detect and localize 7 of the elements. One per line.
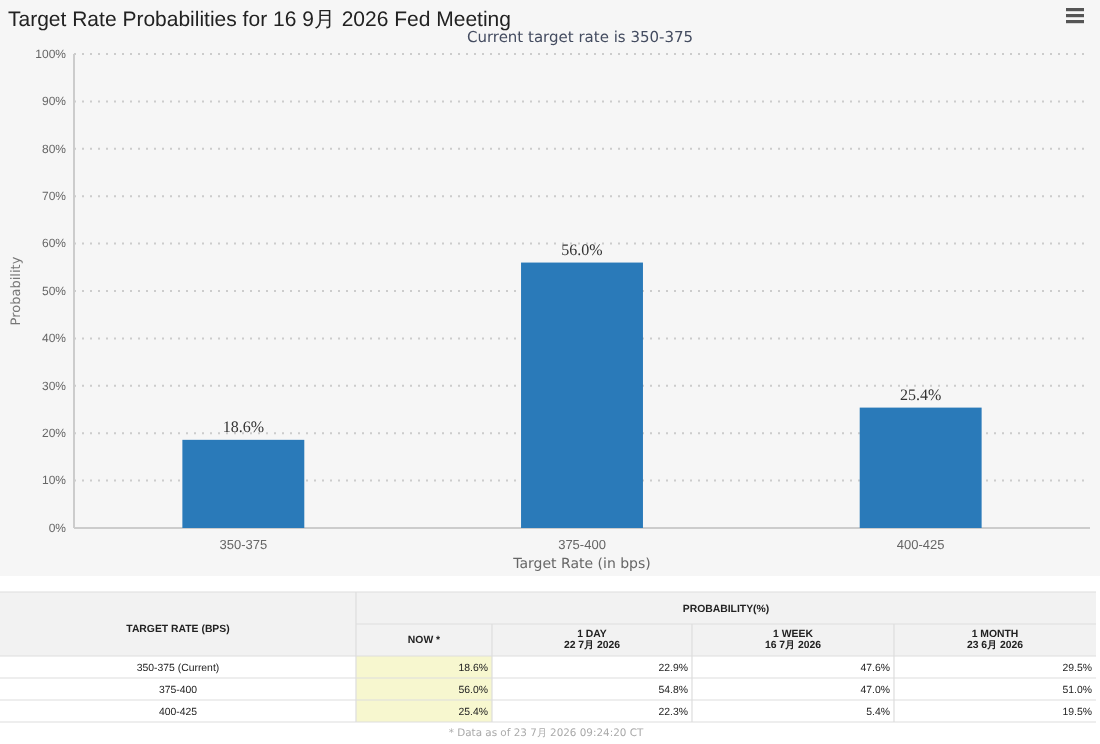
chart-title: Target Rate Probabilities for 16 9月 2026 Fed Meeting (8, 8, 512, 32)
data-label: 18.6% (222, 417, 265, 436)
bar (182, 439, 305, 528)
data-label: 56.0% (561, 240, 604, 259)
data-label: 25.4% (899, 385, 942, 404)
bar (521, 262, 643, 528)
bar (859, 407, 982, 528)
